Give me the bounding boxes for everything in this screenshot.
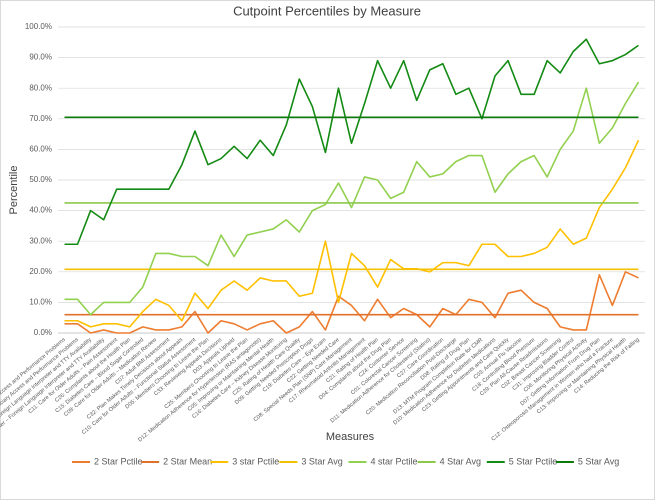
legend-label: 3 Star Avg [301,456,342,466]
y-tick-label: 40.0% [29,206,52,215]
y-tick-label: 60.0% [29,145,52,154]
y-tick-label: 50.0% [29,175,52,184]
y-tick-label: 30.0% [29,236,52,245]
y-tick-label: 70.0% [29,114,52,123]
legend-label: 4 Star Avg [440,456,481,466]
y-tick-label: 90.0% [29,53,52,62]
y-tick-label: 80.0% [29,83,52,92]
legend-label: 4 star Pctile [371,456,418,466]
chart-title: Cutpoint Percentiles by Measure [233,3,421,18]
series-line [64,139,640,328]
x-axis-title: Measures [326,431,375,443]
series-line [64,271,639,334]
y-axis-title: Percentile [8,166,20,215]
y-tick-label: 20.0% [29,267,52,276]
legend-label: 5 Star Avg [578,456,619,466]
series-line [64,38,639,246]
y-tick-label: 100.0% [25,22,52,31]
legend-label: 5 Star Pctile [509,456,558,466]
legend-label: 2 Star Mean [163,456,212,466]
y-tick-label: 0.0% [34,328,52,337]
series-line [64,81,640,316]
legend-label: 2 Star Pctile [94,456,143,466]
legend-label: 3 star Pctile [232,456,279,466]
y-tick-label: 10.0% [29,298,52,307]
